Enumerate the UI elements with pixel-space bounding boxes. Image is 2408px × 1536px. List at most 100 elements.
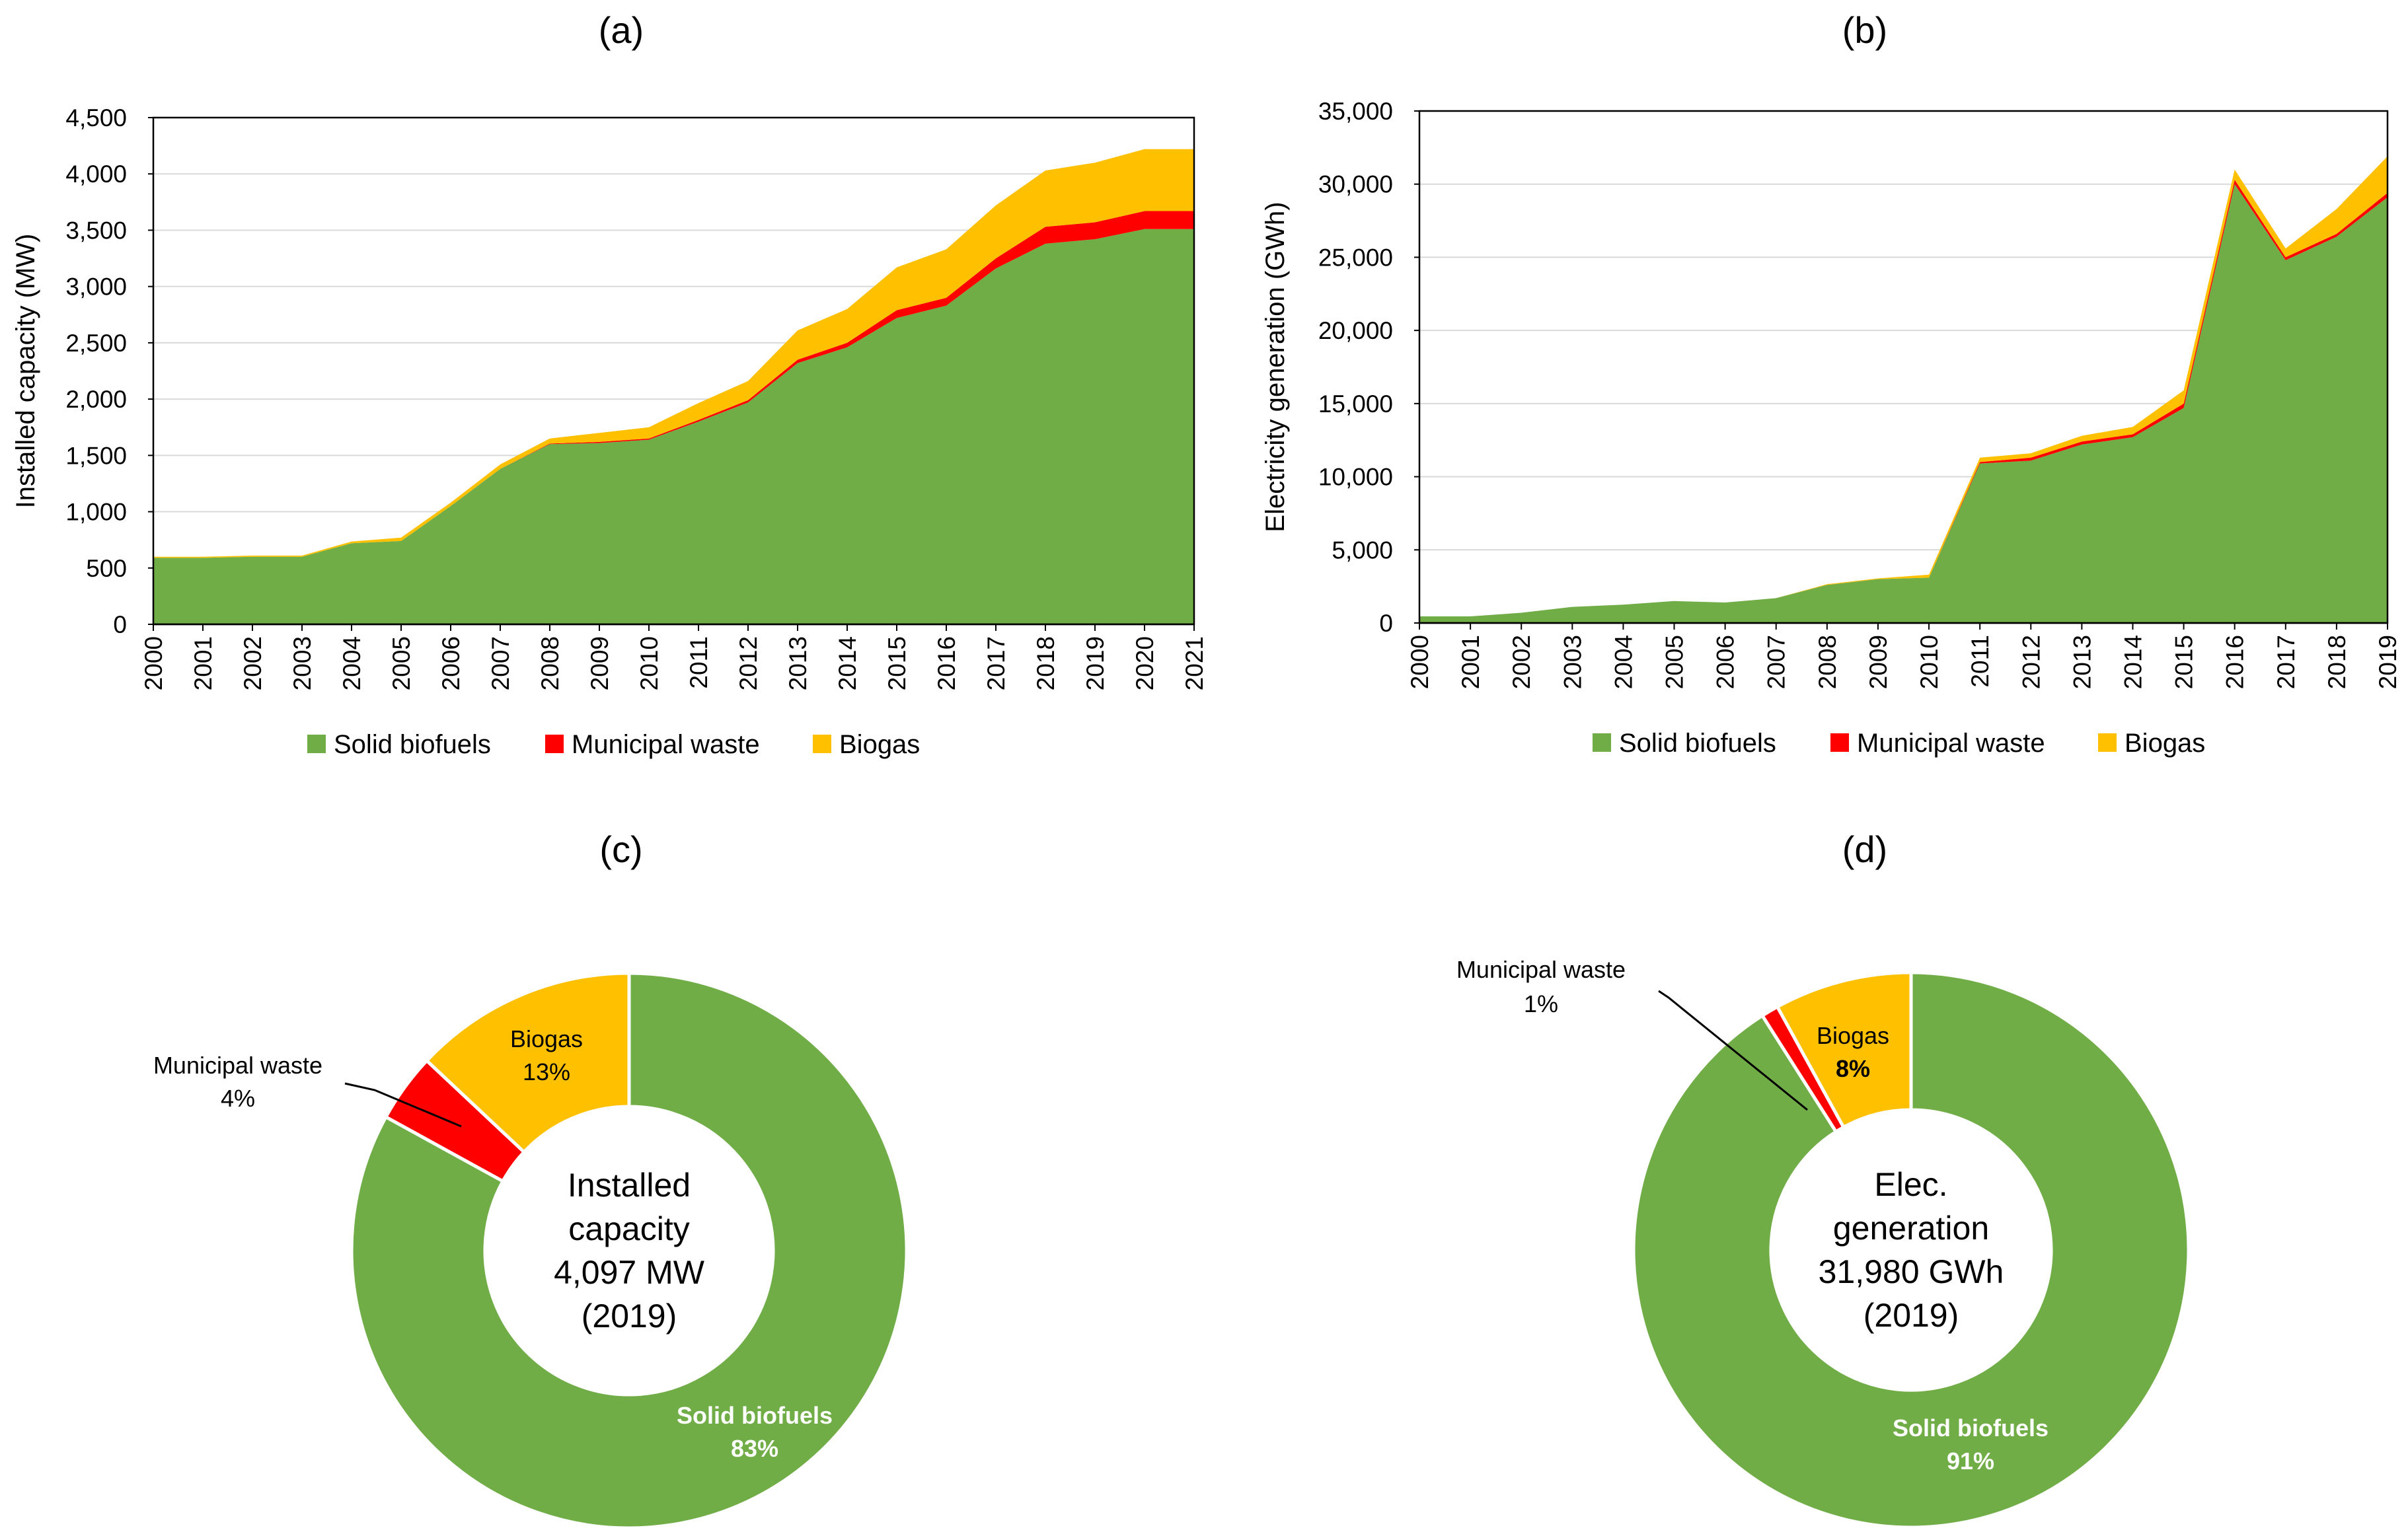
x-tick-label: 2002 xyxy=(239,636,266,690)
x-tick-label: 2020 xyxy=(1131,636,1158,690)
slice-label-name: Municipal waste xyxy=(153,1052,322,1079)
slice-label-value: 8% xyxy=(1836,1055,1870,1082)
y-tick-label: 3,500 xyxy=(65,217,127,244)
x-tick-label: 2004 xyxy=(338,636,365,690)
x-tick-label: 2010 xyxy=(636,636,663,690)
x-tick-label: 2008 xyxy=(537,636,564,690)
x-tick-label: 2000 xyxy=(140,636,167,690)
panel-label-c: (c) xyxy=(599,828,642,870)
area-solid-biofuels xyxy=(1419,184,2388,623)
center-label: (2019) xyxy=(1863,1297,1959,1334)
center-label: (2019) xyxy=(582,1298,677,1335)
x-tick-label: 2010 xyxy=(1916,635,1943,689)
slice-label-value: 83% xyxy=(731,1435,778,1462)
legend-label: Municipal waste xyxy=(1857,729,2045,758)
y-tick-label: 4,500 xyxy=(65,104,127,131)
y-axis-title: Electricity generation (GWh) xyxy=(1261,201,1290,532)
x-tick-label: 2000 xyxy=(1406,635,1433,689)
x-tick-label: 2009 xyxy=(1865,635,1892,689)
slice-label-value: 4% xyxy=(221,1085,255,1112)
x-tick-label: 2011 xyxy=(685,636,712,689)
y-tick-label: 30,000 xyxy=(1318,171,1393,198)
y-tick-label: 500 xyxy=(86,555,127,582)
y-tick-label: 3,000 xyxy=(65,274,127,301)
x-tick-label: 2011 xyxy=(1967,635,1994,688)
panel-label-b: (b) xyxy=(1842,9,1887,51)
y-tick-label: 1,500 xyxy=(65,442,127,469)
leader-line xyxy=(344,1082,462,1128)
y-tick-label: 35,000 xyxy=(1318,98,1393,125)
x-tick-label: 2013 xyxy=(784,636,811,690)
slice-label-name: Biogas xyxy=(1817,1022,1889,1049)
y-tick-label: 0 xyxy=(1379,610,1393,637)
x-tick-label: 2001 xyxy=(190,636,217,690)
y-tick-label: 5,000 xyxy=(1332,536,1393,564)
x-tick-label: 2016 xyxy=(2222,635,2249,689)
x-tick-label: 2001 xyxy=(1457,635,1484,689)
y-tick-label: 20,000 xyxy=(1318,317,1393,344)
x-tick-label: 2006 xyxy=(437,636,465,690)
center-label: capacity xyxy=(568,1210,689,1247)
x-tick-label: 2021 xyxy=(1181,636,1208,690)
slice-label-name: Solid biofuels xyxy=(677,1402,833,1429)
legend-label: Biogas xyxy=(2125,729,2205,758)
y-tick-label: 4,000 xyxy=(65,161,127,188)
legend-swatch xyxy=(307,735,326,753)
chart-d: (d) Elec. generation 31,980 GWh (2019) Solid … xyxy=(1456,828,2191,1529)
legend-swatch xyxy=(1830,733,1849,752)
center-label: generation xyxy=(1833,1210,1989,1247)
x-tick-label: 2014 xyxy=(2119,635,2146,689)
center-label: Installed xyxy=(568,1167,691,1204)
x-tick-label: 2008 xyxy=(1814,635,1841,689)
slice-label-name: Biogas xyxy=(510,1025,583,1052)
slice-biogas xyxy=(424,971,631,1155)
slice-solid-biofuels xyxy=(1632,970,2191,1529)
legend-label: Solid biofuels xyxy=(334,730,491,759)
x-tick-label: 2002 xyxy=(1508,635,1535,689)
x-tick-label: 2014 xyxy=(834,636,861,690)
area-solid-biofuels xyxy=(153,229,1194,624)
leader-line xyxy=(1658,990,1808,1111)
x-tick-label: 2015 xyxy=(884,636,911,690)
panel-label-a: (a) xyxy=(599,9,644,51)
slice-label-value: 91% xyxy=(1947,1447,1994,1475)
x-tick-label: 2006 xyxy=(1712,635,1739,689)
y-tick-label: 0 xyxy=(113,611,127,638)
panel-label-d: (d) xyxy=(1842,828,1887,870)
legend-swatch xyxy=(2098,733,2117,752)
x-tick-label: 2018 xyxy=(2323,635,2351,689)
x-tick-label: 2009 xyxy=(586,636,613,690)
chart-c: (c) Installed capacity 4,097 MW (2019) Solid … xyxy=(153,828,909,1530)
x-tick-label: 2019 xyxy=(2374,635,2401,689)
legend-swatch xyxy=(813,735,831,753)
legend-label: Biogas xyxy=(839,730,920,759)
x-tick-label: 2018 xyxy=(1032,636,1059,690)
x-tick-label: 2012 xyxy=(2017,635,2045,689)
x-tick-label: 2017 xyxy=(2273,635,2300,689)
center-label: 4,097 MW xyxy=(554,1254,705,1291)
x-tick-label: 2007 xyxy=(1763,635,1790,689)
x-tick-label: 2003 xyxy=(1559,635,1586,689)
area-biogas xyxy=(153,149,1194,558)
legend-label: Municipal waste xyxy=(572,730,760,759)
x-tick-label: 2005 xyxy=(388,636,415,690)
x-tick-label: 2017 xyxy=(983,636,1010,690)
x-tick-label: 2004 xyxy=(1610,635,1637,689)
y-tick-label: 25,000 xyxy=(1318,244,1393,271)
x-tick-label: 2015 xyxy=(2171,635,2198,689)
x-tick-label: 2019 xyxy=(1082,636,1109,690)
slice-label-name: Municipal waste xyxy=(1456,956,1626,983)
slice-label-value: 13% xyxy=(523,1058,570,1085)
chart-a: (a) 0 500 1,000 1,500 2,000 2,500 3,000 3,500 4,0… xyxy=(11,9,1208,759)
center-label: 31,980 GWh xyxy=(1819,1253,2004,1290)
y-tick-label: 2,000 xyxy=(65,386,127,413)
chart-b: (b) 0 5,000 10,000 15,000 20,000 25,000 30,000 3… xyxy=(1261,9,2401,758)
slice-label-value: 1% xyxy=(1524,990,1558,1017)
center-label: Elec. xyxy=(1874,1166,1947,1203)
y-axis-title: Installed capacity (MW) xyxy=(11,234,40,509)
x-tick-label: 2016 xyxy=(933,636,960,690)
legend-label: Solid biofuels xyxy=(1619,729,1776,758)
x-tick-label: 2003 xyxy=(289,636,316,690)
y-tick-label: 1,000 xyxy=(65,499,127,526)
